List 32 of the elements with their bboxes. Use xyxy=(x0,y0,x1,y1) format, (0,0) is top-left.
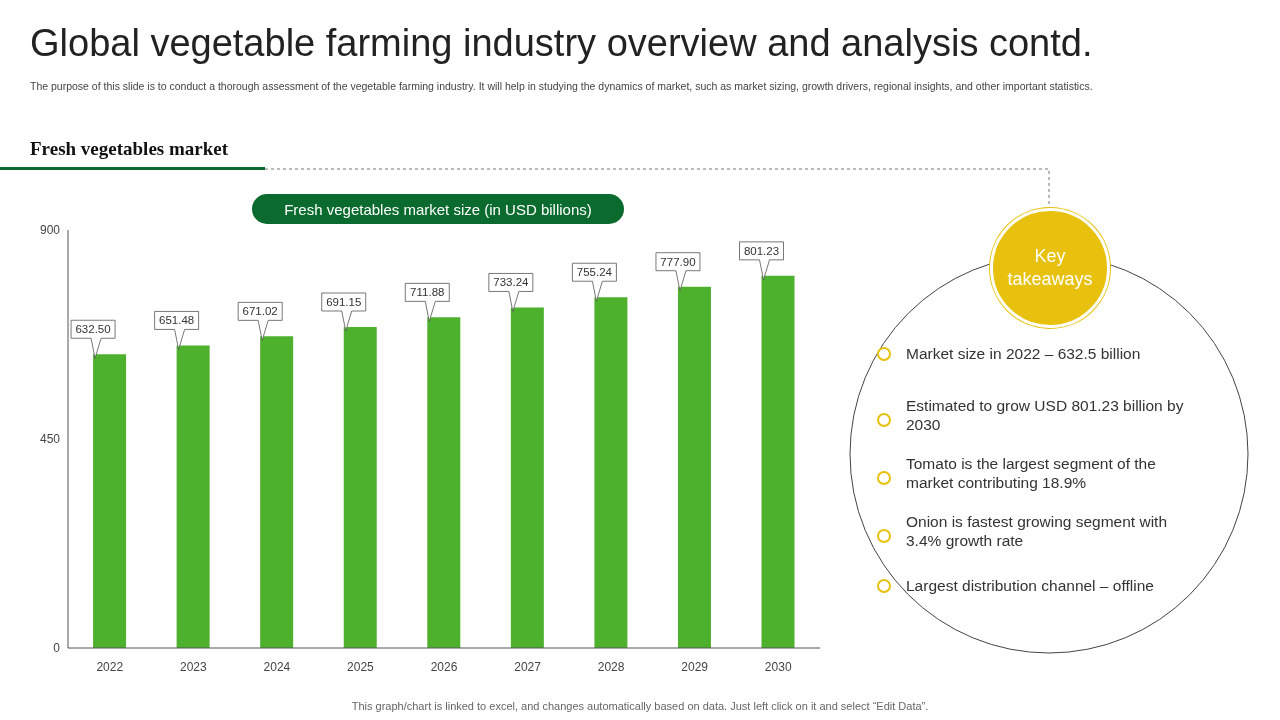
text: Estimated to grow USD 801.23 billion by 2030 xyxy=(906,396,1185,435)
x-tick-label: 2023 xyxy=(179,659,207,674)
text: Largest distribution channel – offline xyxy=(906,576,1155,596)
data-label: 651.48 xyxy=(159,314,195,327)
y-tick-label: 450 xyxy=(39,432,61,447)
data-label: 632.50 xyxy=(75,323,111,336)
x-tick-label: 2029 xyxy=(681,659,709,674)
y-tick-label: 0 xyxy=(53,641,61,656)
data-label: 801.23 xyxy=(743,244,780,257)
data-label: 691.15 xyxy=(326,296,362,308)
data-label: 755.24 xyxy=(576,266,613,279)
text: Key takeaways xyxy=(1006,244,1094,291)
x-tick-label: 2024 xyxy=(263,659,291,674)
chart-title: Global vegetable farming industry overview and analysis contd. xyxy=(30,22,1093,65)
x-tick-label: 2022 xyxy=(96,659,124,674)
text: This graph/chart is linked to excel, and changes automatically based on data. Just left click on it and select “Edit Data”. xyxy=(350,700,930,712)
data-label: 777.90 xyxy=(660,255,696,268)
text: Fresh vegetables market xyxy=(30,138,229,160)
data-label: 671.02 xyxy=(242,305,278,318)
x-tick-label: 2030 xyxy=(764,659,792,674)
chart-subtitle: The purpose of this slide is to conduct a thorough assessment of the vegetable farming industry. It will help in studying the dynamics of market, such as market sizing, growth drivers, regional insights, and other important statistics. xyxy=(30,80,1094,92)
data-label: 711.88 xyxy=(410,286,445,299)
text: Onion is fastest growing segment with 3.4% growth rate xyxy=(906,512,1169,551)
data-label: 733.24 xyxy=(493,276,530,289)
y-tick-label: 900 xyxy=(39,223,61,238)
text: Fresh vegetables market size (in USD billions) xyxy=(252,194,624,224)
x-tick-label: 2027 xyxy=(514,659,542,674)
text: Market size in 2022 – 632.5 billion xyxy=(906,344,1142,364)
text: Tomato is the largest segment of the market contributing 18.9% xyxy=(906,454,1157,493)
x-tick-label: 2025 xyxy=(347,659,375,674)
x-tick-label: 2028 xyxy=(597,659,625,674)
x-tick-label: 2026 xyxy=(430,659,458,674)
